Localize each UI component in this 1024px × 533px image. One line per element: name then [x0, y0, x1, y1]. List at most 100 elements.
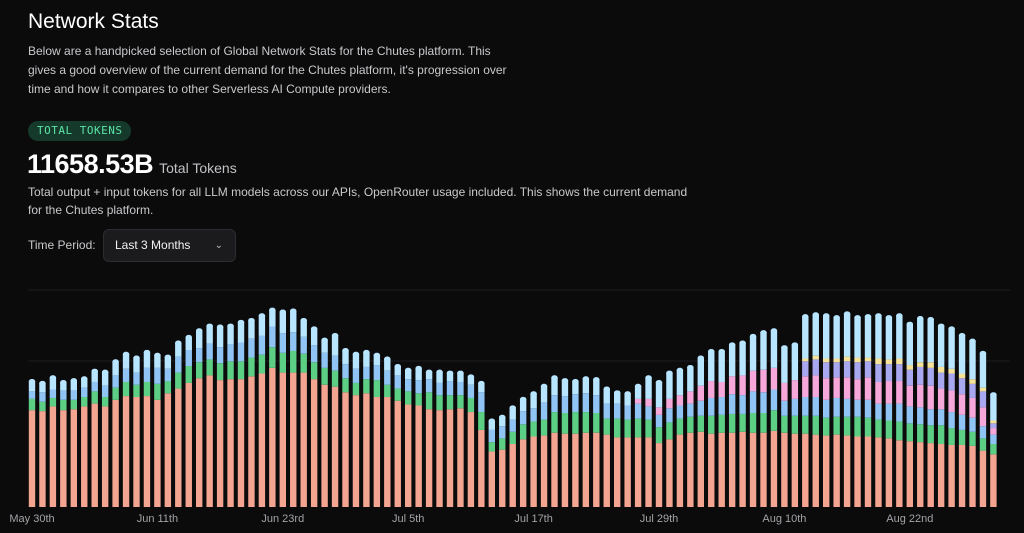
bar-77: [833, 315, 840, 507]
bar-20: [237, 319, 245, 507]
bar-75-segment-1: [812, 415, 819, 435]
x-tick-label-3: Jul 5th: [392, 513, 424, 525]
bar-4: [70, 378, 77, 507]
bar-78-cap: [843, 311, 851, 317]
bar-78-segment-1: [843, 416, 851, 436]
bar-12-segment-2: [154, 367, 161, 384]
bar-27-segment-2: [310, 345, 318, 363]
bar-75-segment-3: [812, 375, 819, 398]
bar-84-segment-5: [906, 365, 913, 370]
bar-54-segment-6: [593, 379, 600, 396]
bar-86-segment-3: [927, 385, 934, 410]
bar-85-segment-6: [917, 318, 924, 363]
bar-33-cap: [373, 352, 381, 358]
bar-42-segment-0: [467, 412, 475, 507]
bar-49-segment-6: [540, 385, 548, 403]
bar-27-segment-1: [310, 362, 318, 380]
bar-80-segment-5: [864, 357, 872, 362]
bar-24-segment-6: [279, 311, 286, 334]
bar-80-segment-3: [864, 377, 872, 400]
bar-27-cap: [310, 326, 318, 332]
bar-14-segment-0: [175, 388, 182, 507]
bar-73-segment-0: [791, 433, 799, 507]
bar-71-segment-1: [770, 410, 778, 431]
time-period-value: Last 3 Months: [115, 238, 191, 252]
bar-88-segment-2: [948, 412, 955, 429]
bar-90: [969, 338, 976, 507]
bar-74-segment-3: [802, 376, 809, 398]
bar-54: [593, 377, 600, 507]
bar-3: [60, 379, 67, 507]
bar-32: [363, 349, 370, 507]
bar-2-segment-0: [49, 406, 57, 507]
bar-74-segment-5: [802, 358, 809, 362]
bar-81-segment-0: [875, 437, 882, 507]
bar-39-segment-2: [436, 382, 443, 396]
bar-88-segment-5: [948, 368, 955, 374]
bar-80-segment-2: [864, 399, 872, 418]
bar-71-segment-6: [770, 330, 778, 368]
bar-83-segment-2: [896, 403, 903, 422]
bar-34: [384, 356, 391, 507]
bar-56: [614, 390, 621, 507]
bar-53-segment-0: [582, 432, 590, 507]
bar-50-segment-0: [551, 432, 558, 507]
bar-74-segment-6: [802, 316, 809, 359]
bar-88: [948, 326, 955, 507]
bar-77-segment-4: [833, 362, 840, 378]
bar-37-segment-0: [415, 405, 422, 507]
x-tick-label-1: Jun 11th: [137, 513, 178, 525]
bar-78: [843, 311, 851, 507]
bar-50-segment-6: [551, 377, 558, 396]
bar-30-segment-6: [342, 350, 349, 365]
bar-14-cap: [175, 340, 182, 346]
bar-43-segment-2: [478, 392, 485, 413]
bar-57-segment-1: [624, 419, 631, 438]
bar-9-segment-0: [122, 396, 130, 507]
bar-54-cap: [593, 377, 600, 383]
bar-65-segment-6: [708, 350, 715, 382]
bar-33-segment-0: [373, 397, 381, 507]
bar-22-cap: [258, 313, 266, 319]
bar-76-segment-6: [823, 315, 830, 359]
bar-40-segment-0: [446, 409, 454, 507]
bar-29-segment-2: [331, 355, 339, 371]
bar-32-cap: [363, 349, 370, 355]
bar-28-segment-0: [321, 384, 328, 507]
bar-91-segment-3: [979, 407, 987, 427]
bar-36-segment-1: [405, 391, 412, 405]
bar-7-segment-0: [101, 406, 109, 507]
bar-73-segment-6: [791, 344, 799, 381]
bar-37-cap: [415, 365, 422, 371]
bar-25-segment-0: [290, 372, 297, 507]
bar-1-cap: [39, 380, 46, 386]
bar-40-cap: [446, 370, 454, 376]
page-intro: Below are a handpicked selection of Glob…: [28, 44, 507, 96]
bar-14-segment-6: [175, 342, 182, 357]
bar-78-segment-6: [843, 313, 851, 357]
bar-40-segment-1: [446, 395, 454, 410]
bar-83-segment-0: [896, 440, 903, 507]
bar-77-segment-1: [833, 416, 840, 435]
bar-72: [781, 345, 788, 507]
bar-92-segment-0: [990, 454, 997, 507]
bar-21-segment-0: [248, 376, 255, 507]
bar-35-segment-1: [394, 388, 401, 401]
bar-30: [342, 348, 349, 507]
time-period-select[interactable]: Last 3 Months ⌄: [103, 229, 236, 262]
bar-76-segment-1: [823, 417, 830, 436]
bar-8-segment-2: [112, 375, 119, 388]
bar-40-segment-2: [446, 381, 454, 396]
bar-88-segment-6: [948, 328, 955, 369]
bar-1-segment-1: [39, 401, 46, 412]
bar-58-segment-0: [634, 437, 642, 507]
bar-25-segment-6: [290, 310, 297, 333]
bar-69-segment-6: [749, 335, 757, 371]
bar-66-segment-0: [718, 432, 725, 507]
bar-1-segment-2: [39, 392, 46, 402]
bar-37-segment-1: [415, 393, 422, 406]
bar-51-segment-6: [561, 380, 569, 397]
bar-35-segment-0: [394, 400, 401, 507]
bar-89-segment-4: [958, 378, 966, 395]
bar-75-segment-5: [812, 355, 819, 360]
